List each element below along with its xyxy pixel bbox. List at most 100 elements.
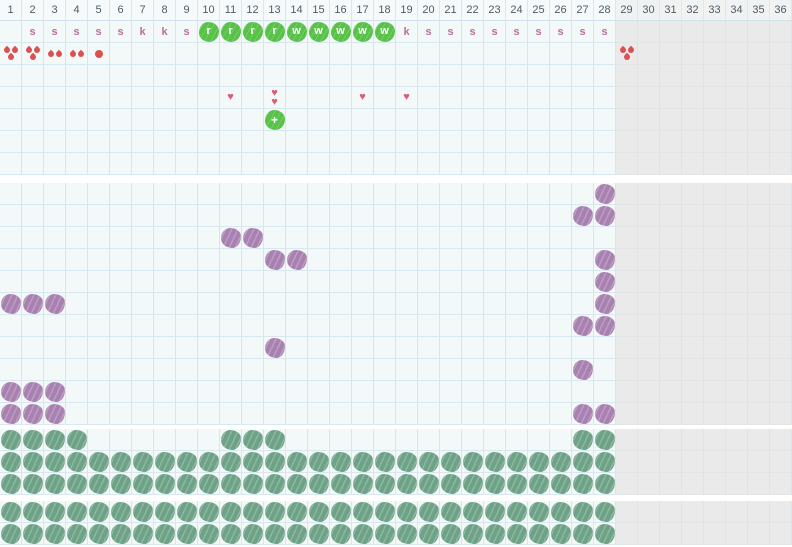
grid-cell[interactable] [220,205,242,227]
grid-cell[interactable] [660,315,682,337]
grid-cell[interactable] [682,429,704,451]
grid-cell[interactable] [22,227,44,249]
grid-cell[interactable] [198,381,220,403]
grid-cell[interactable]: k [396,21,418,43]
grid-cell[interactable] [748,315,770,337]
grid-cell[interactable] [66,359,88,381]
grid-cell[interactable] [550,501,572,523]
grid-cell[interactable] [550,183,572,205]
grid-cell[interactable] [418,293,440,315]
grid-cell[interactable] [264,65,286,87]
grid-cell[interactable] [176,501,198,523]
grid-cell[interactable]: w [374,21,396,43]
grid-cell[interactable] [462,249,484,271]
grid-cell[interactable]: r [242,21,264,43]
grid-cell[interactable] [484,109,506,131]
grid-cell[interactable] [704,43,726,65]
grid-cell[interactable] [528,523,550,545]
grid-cell[interactable]: s [88,21,110,43]
grid-cell[interactable] [66,205,88,227]
grid-cell[interactable] [22,381,44,403]
grid-cell[interactable] [594,249,616,271]
grid-cell[interactable] [572,451,594,473]
grid-cell[interactable] [418,87,440,109]
grid-cell[interactable] [176,315,198,337]
grid-cell[interactable] [308,87,330,109]
grid-cell[interactable] [616,21,638,43]
grid-cell[interactable] [220,65,242,87]
grid-cell[interactable] [176,153,198,175]
grid-cell[interactable] [286,65,308,87]
grid-cell[interactable] [638,501,660,523]
grid-cell[interactable] [462,523,484,545]
grid-cell[interactable] [374,109,396,131]
grid-cell[interactable] [242,337,264,359]
grid-cell[interactable] [726,131,748,153]
grid-cell[interactable] [352,523,374,545]
grid-cell[interactable] [638,131,660,153]
grid-cell[interactable] [88,43,110,65]
grid-cell[interactable] [462,403,484,425]
grid-cell[interactable] [572,501,594,523]
grid-cell[interactable] [352,183,374,205]
grid-cell[interactable] [308,131,330,153]
grid-cell[interactable] [22,523,44,545]
grid-cell[interactable] [638,271,660,293]
grid-cell[interactable] [506,451,528,473]
grid-cell[interactable] [198,227,220,249]
grid-cell[interactable] [88,315,110,337]
grid-cell[interactable] [88,183,110,205]
grid-cell[interactable] [572,315,594,337]
grid-cell[interactable] [22,109,44,131]
grid-cell[interactable] [264,501,286,523]
grid-cell[interactable] [484,381,506,403]
grid-cell[interactable] [132,451,154,473]
grid-cell[interactable] [66,337,88,359]
grid-cell[interactable] [528,271,550,293]
grid-cell[interactable] [198,523,220,545]
grid-cell[interactable] [22,451,44,473]
grid-cell[interactable] [220,473,242,495]
grid-cell[interactable] [352,473,374,495]
grid-cell[interactable] [198,109,220,131]
grid-cell[interactable] [88,249,110,271]
grid-cell[interactable] [550,315,572,337]
grid-cell[interactable] [704,21,726,43]
grid-cell[interactable]: s [506,21,528,43]
grid-cell[interactable] [286,337,308,359]
grid-cell[interactable] [0,43,22,65]
grid-cell[interactable] [154,43,176,65]
grid-cell[interactable] [418,271,440,293]
grid-cell[interactable] [550,87,572,109]
grid-cell[interactable] [132,43,154,65]
grid-cell[interactable] [550,359,572,381]
grid-cell[interactable] [660,381,682,403]
grid-cell[interactable] [726,403,748,425]
grid-cell[interactable] [704,403,726,425]
grid-cell[interactable] [132,131,154,153]
grid-cell[interactable] [506,473,528,495]
grid-cell[interactable] [44,65,66,87]
grid-cell[interactable] [286,271,308,293]
grid-cell[interactable]: r [198,21,220,43]
grid-cell[interactable] [616,227,638,249]
grid-cell[interactable] [110,183,132,205]
grid-cell[interactable] [770,21,792,43]
grid-cell[interactable] [770,43,792,65]
grid-cell[interactable] [110,43,132,65]
grid-cell[interactable] [132,153,154,175]
grid-cell[interactable] [440,227,462,249]
grid-cell[interactable] [484,359,506,381]
grid-cell[interactable] [132,65,154,87]
grid-cell[interactable] [242,473,264,495]
grid-cell[interactable] [66,501,88,523]
grid-cell[interactable] [0,429,22,451]
grid-cell[interactable] [484,293,506,315]
grid-cell[interactable] [66,403,88,425]
grid-cell[interactable] [0,501,22,523]
grid-cell[interactable]: ♥ ♥ [264,87,286,109]
grid-cell[interactable] [506,501,528,523]
grid-cell[interactable] [88,359,110,381]
grid-cell[interactable] [638,109,660,131]
grid-cell[interactable] [286,109,308,131]
